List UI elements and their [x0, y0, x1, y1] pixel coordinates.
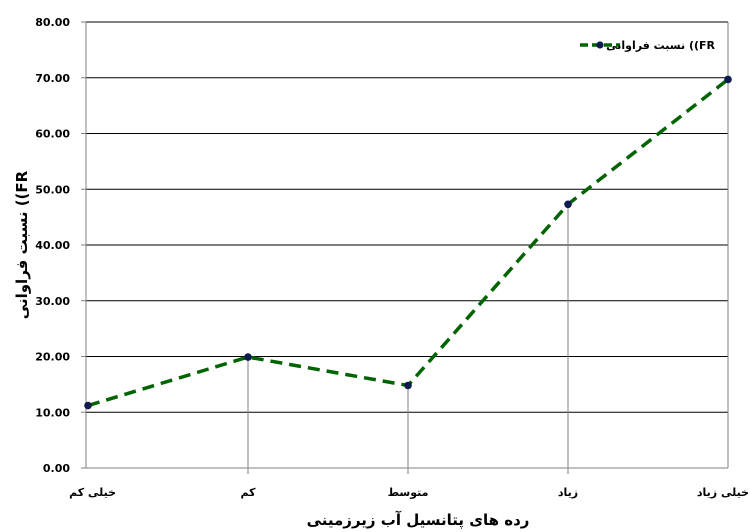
y-tick-label: 80.00	[35, 16, 70, 29]
axes	[81, 21, 729, 469]
y-tick-label: 70.00	[35, 72, 70, 85]
y-axis-title: نسبت فراوانی ((FR	[13, 170, 31, 319]
grid-lines	[86, 21, 728, 413]
y-tick-label: 0.00	[43, 462, 70, 475]
data-point	[84, 401, 92, 410]
x-tick-label: کم	[240, 486, 256, 499]
x-tick-label: خیلی کم	[69, 486, 116, 499]
x-tick-label: خیلی زیاد	[697, 486, 749, 499]
y-tick-label: 10.00	[35, 406, 70, 419]
data-point	[404, 381, 412, 390]
data-point	[564, 200, 572, 209]
legend: نسبت فراوانی ((FR	[580, 39, 716, 52]
y-tick-label: 40.00	[35, 239, 70, 252]
y-tick-label: 20.00	[35, 351, 70, 364]
x-tick-label: متوسط	[388, 486, 429, 499]
y-tick-labels: 0.00 10.00 20.00 30.00 40.00 50.00 60.00 70.00 8…	[35, 16, 70, 475]
drop-lines	[247, 204, 569, 474]
series	[84, 75, 732, 410]
y-tick-label: 50.00	[35, 183, 70, 196]
legend-marker	[596, 41, 604, 49]
x-tick-labels: خیلی کم کم متوسط زیاد خیلی زیاد	[69, 486, 749, 499]
y-tick-label: 30.00	[35, 295, 70, 308]
y-tick-label: 60.00	[35, 128, 70, 141]
x-tick-label: زیاد	[558, 486, 578, 499]
data-point	[724, 75, 732, 84]
data-point	[244, 353, 252, 361]
legend-label: نسبت فراوانی ((FR	[606, 39, 715, 52]
x-axis-title: رده های پتانسیل آب زیرزمینی	[307, 511, 530, 530]
